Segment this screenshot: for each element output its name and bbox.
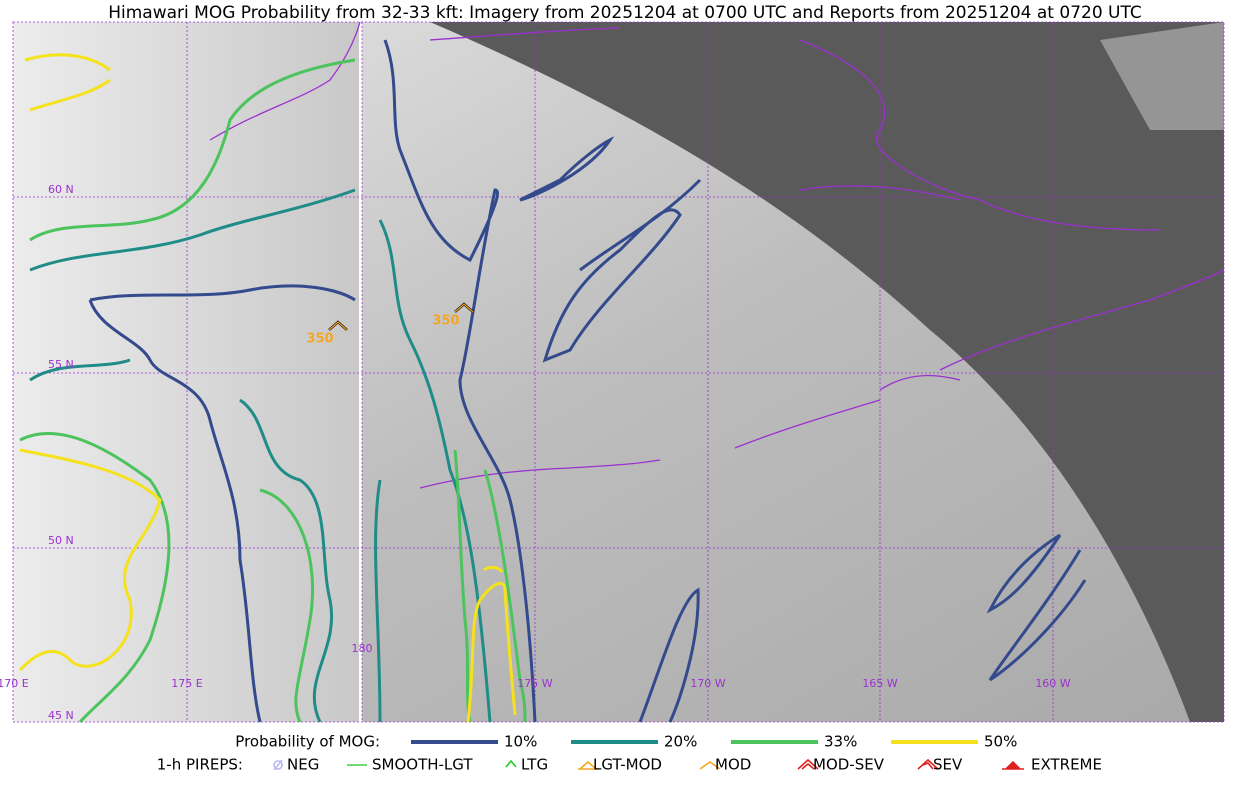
mog-contours xyxy=(18,39,1087,724)
contour-10 xyxy=(638,533,1087,723)
satellite-imagery-left xyxy=(13,22,360,722)
legend-label: 10% xyxy=(504,733,537,751)
pirep-legend-symbol xyxy=(1002,760,1024,770)
lon-label: 170 E xyxy=(0,677,29,690)
lat-label: 55 N xyxy=(48,358,74,371)
legend-label: LTG xyxy=(521,756,548,774)
contour-20 xyxy=(239,398,382,723)
legend-label: NEG xyxy=(287,756,319,774)
grid-labels: 60 N 55 N 50 N 45 N 170 E 175 E 180 175 W 170 W 1… xyxy=(0,183,1071,722)
contour-20 xyxy=(29,188,492,723)
pirep-symbol xyxy=(328,321,348,331)
legend-label: EXTREME xyxy=(1031,756,1102,774)
coastline xyxy=(209,21,361,141)
coastlines xyxy=(209,21,1225,489)
contour-10 xyxy=(383,39,537,723)
pirep-legend-symbol xyxy=(699,761,721,770)
legend-title: Probability of MOG: xyxy=(235,733,380,751)
pirep-legend-symbol xyxy=(797,758,819,770)
contour-33 xyxy=(19,58,356,724)
lon-label: 175 W xyxy=(517,677,552,690)
legend: Probability of MOG: 10% 20% 33% 50% 1-h PIREP… xyxy=(157,733,1102,774)
legend-title: 1-h PIREPS: xyxy=(157,756,243,774)
pirep-legend-symbol xyxy=(917,758,939,770)
pirep-reports: 350 350 xyxy=(306,302,474,347)
pirep-legend-symbol xyxy=(273,759,283,771)
seam xyxy=(359,22,362,722)
coastline xyxy=(419,374,961,489)
lon-label: 165 W xyxy=(862,677,897,690)
contour-50 xyxy=(18,53,162,672)
legend-label: MOD xyxy=(715,756,751,774)
pirep-symbol xyxy=(454,303,474,313)
pirep-altitude: 350 xyxy=(432,314,459,329)
pirep-legend-symbol xyxy=(505,759,517,768)
lon-label: 170 W xyxy=(690,677,725,690)
legend-label: MOD-SEV xyxy=(813,756,885,774)
imagery-streaks xyxy=(1100,22,1224,130)
lat-label: 50 N xyxy=(48,534,74,547)
contour-10 xyxy=(519,136,702,363)
coastline xyxy=(799,185,1225,371)
contour-10 xyxy=(88,284,356,723)
legend-label: SMOOTH-LGT xyxy=(372,756,473,774)
contour-50 xyxy=(466,565,517,723)
legend-label: 33% xyxy=(824,733,857,751)
legend-label: 50% xyxy=(984,733,1017,751)
legend-label: SEV xyxy=(933,756,963,774)
legend-label: LGT-MOD xyxy=(593,756,662,774)
lon-label: 160 W xyxy=(1035,677,1070,690)
contour-33 xyxy=(259,449,527,723)
legend-label: 20% xyxy=(664,733,697,751)
map: 60 N 55 N 50 N 45 N 170 E 175 E 180 175 W 170 W 1… xyxy=(0,21,1225,724)
lon-label: 180 xyxy=(352,642,373,655)
lat-label: 60 N xyxy=(48,183,74,196)
pirep-altitude: 350 xyxy=(306,332,333,347)
title: Himawari MOG Probability from 32-33 kft:… xyxy=(108,3,1142,23)
lat-label: 45 N xyxy=(48,709,74,722)
grid xyxy=(12,21,1225,723)
pirep-legend-symbol xyxy=(578,760,598,770)
lon-label: 175 E xyxy=(171,677,202,690)
map-frame xyxy=(12,21,1225,723)
coastline xyxy=(429,27,1161,231)
